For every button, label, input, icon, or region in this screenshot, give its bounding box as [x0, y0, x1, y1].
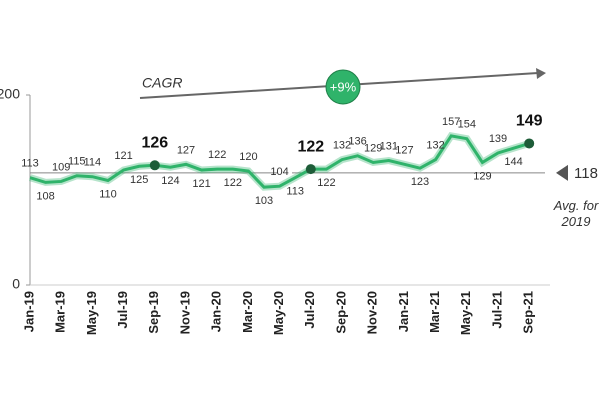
cagr-value: +9%: [330, 79, 357, 94]
value-label: 129: [364, 142, 382, 154]
value-label: 113: [21, 158, 39, 170]
value-label: 132: [426, 140, 444, 152]
value-label: 144: [504, 156, 522, 168]
value-label: 115: [68, 156, 86, 168]
x-tick-label: Sep-20: [333, 291, 348, 334]
value-label-bold: 126: [141, 135, 168, 152]
x-tick-label: Jan-21: [396, 291, 411, 332]
x-tick-label: Sep-19: [146, 291, 161, 334]
x-tick-label: Nov-20: [365, 291, 380, 334]
highlight-point: [149, 160, 160, 171]
value-label-bold: 149: [516, 113, 543, 130]
x-tick-label: Mar-20: [240, 291, 255, 333]
x-tick-label: Mar-21: [427, 291, 442, 333]
value-label: 122: [317, 177, 335, 189]
highlight-point: [305, 164, 316, 175]
value-label: 132: [333, 140, 351, 152]
value-label: 114: [84, 157, 102, 169]
value-label: 109: [52, 161, 70, 173]
value-label: 121: [114, 150, 132, 162]
x-tick-label: Sep-21: [521, 291, 536, 334]
x-tick-label: May-20: [271, 291, 286, 335]
value-label: 136: [348, 136, 366, 148]
average-note: Avg. for 2019: [553, 198, 599, 229]
highlight-point: [524, 138, 535, 149]
value-label: 113: [286, 186, 304, 198]
value-label: 110: [99, 188, 117, 200]
average-value: 118: [574, 165, 598, 182]
y-tick-label: 200: [0, 86, 20, 102]
value-label: 104: [270, 166, 288, 178]
x-tick-label: Nov-19: [177, 291, 192, 334]
value-label: 139: [489, 133, 507, 145]
cagr-badge: [325, 69, 361, 105]
value-label: 121: [192, 178, 210, 190]
value-label: 120: [239, 151, 257, 163]
value-label: 125: [130, 174, 148, 186]
x-tick-label: Jul-19: [115, 291, 130, 329]
value-label: 127: [395, 144, 413, 156]
value-label: 122: [208, 149, 226, 161]
x-tick-label: May-19: [84, 291, 99, 335]
cagr-arrowhead: [536, 68, 546, 79]
x-tick-label: Mar-19: [53, 291, 68, 333]
average-pointer: [556, 164, 568, 181]
value-label: 131: [380, 140, 398, 152]
line: [29, 134, 530, 189]
y-tick-label: 0: [12, 276, 20, 292]
x-tick-label: May-21: [458, 291, 473, 335]
value-label: 103: [255, 195, 273, 207]
x-tick-label: Jan-19: [21, 291, 36, 332]
value-label-bold: 122: [297, 138, 324, 155]
value-label: 154: [458, 119, 476, 131]
value-label: 124: [161, 175, 179, 187]
value-label: 157: [442, 116, 460, 128]
value-label: 129: [473, 170, 491, 182]
value-label: 123: [411, 176, 429, 188]
value-label: 122: [224, 177, 242, 189]
x-tick-label: Jan-20: [209, 291, 224, 332]
value-label: 127: [177, 144, 195, 156]
value-label: 108: [36, 190, 54, 202]
cagr-label: CAGR: [142, 75, 182, 91]
x-tick-label: Jul-20: [302, 291, 317, 329]
x-tick-label: Jul-21: [489, 291, 504, 329]
